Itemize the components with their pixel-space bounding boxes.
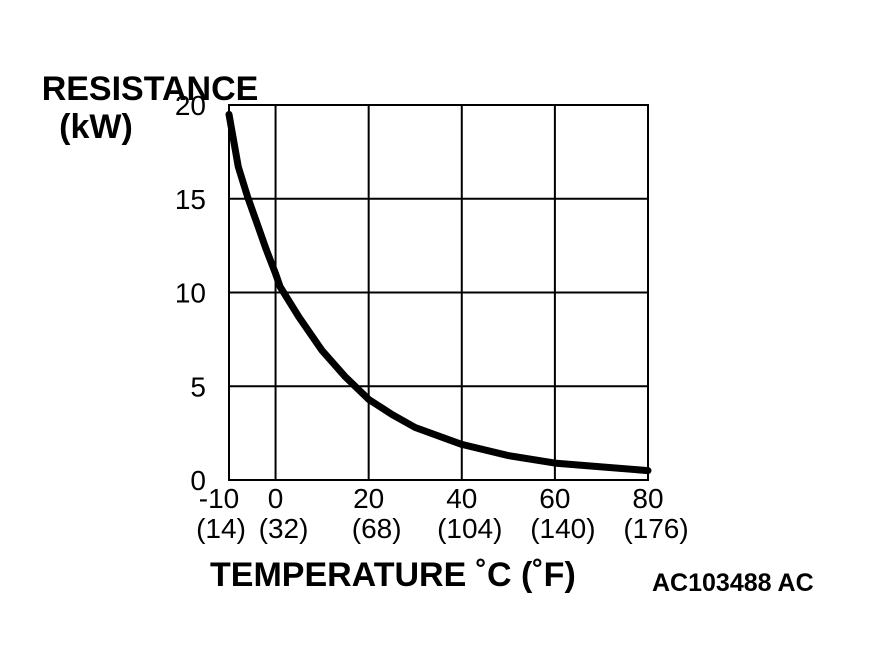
x-tick-label: 0 [268,483,284,514]
x-tick-label: 20 [353,483,384,514]
y-tick-label: 0 [190,465,206,496]
grid [228,104,649,481]
x-tick-sublabel: (68) [352,513,402,544]
y-tick-label: 20 [175,90,206,121]
x-tick-sublabel: (104) [437,513,502,544]
x-tick-label: -10 [199,483,239,514]
x-tick-label: 40 [446,483,477,514]
series-layer [225,110,652,475]
figure-id: AC103488 AC [652,569,814,597]
resistance-curve [225,110,652,475]
y-axis-title-line1: RESISTANCE [41,70,259,108]
x-tick-label: 80 [632,483,663,514]
x-tick-sublabel: (32) [259,513,309,544]
x-axis-title: TEMPERATURE ˚C (˚F) [210,556,576,594]
tick-labels: -10(14)0(32)20(68)40(104)60(140)80(176)0… [175,90,689,544]
x-tick-sublabel: (140) [530,513,595,544]
x-tick-label: 60 [539,483,570,514]
y-axis-title-line2: (kW) [59,108,133,146]
y-tick-label: 10 [175,278,206,309]
y-tick-label: 5 [190,371,206,402]
x-tick-sublabel: (14) [196,513,246,544]
y-tick-label: 15 [175,184,206,215]
x-tick-sublabel: (176) [623,513,688,544]
y-axis-title: RESISTANCE (kW) [30,70,270,146]
